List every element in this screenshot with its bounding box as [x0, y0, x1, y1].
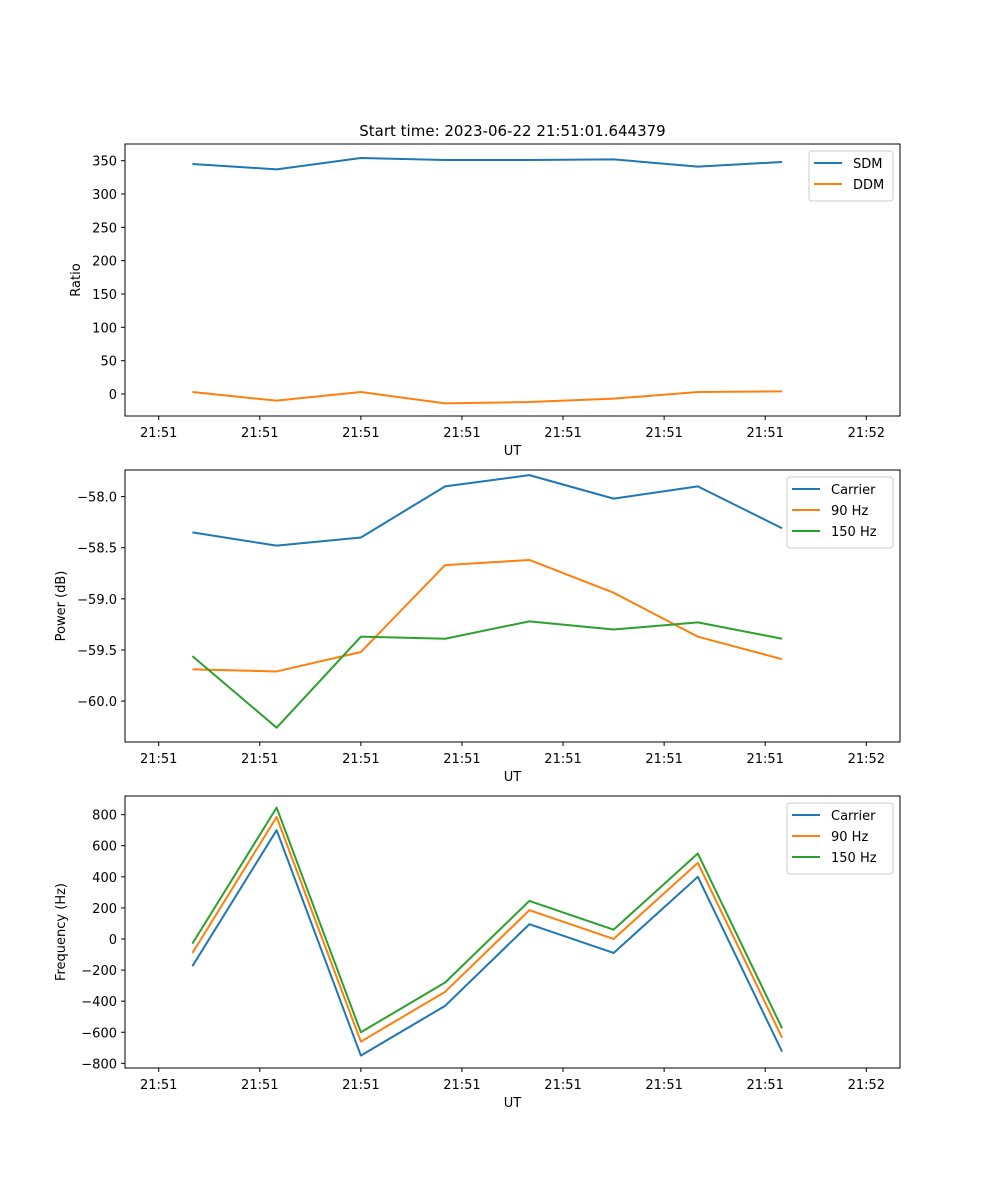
y-tick-label: 0 — [109, 933, 117, 948]
legend-label: Carrier — [831, 809, 876, 824]
x-tick-label: 21:51 — [746, 1078, 783, 1093]
y-tick-label: 150 — [92, 288, 117, 303]
x-tick-label: 21:51 — [645, 752, 682, 767]
y-tick-label: −200 — [81, 964, 117, 979]
axes-frame — [124, 795, 901, 1069]
legend-label: Carrier — [831, 483, 876, 498]
y-tick-label: 400 — [92, 871, 117, 886]
series-line-90-hz — [192, 558, 783, 673]
x-tick-label: 21:51 — [241, 426, 278, 441]
series-line-150-hz — [191, 806, 783, 1034]
x-tick-label: 21:51 — [241, 1078, 278, 1093]
x-axis-label: UT — [504, 444, 522, 459]
x-tick-label: 21:52 — [848, 752, 885, 767]
y-tick-label: −58.5 — [77, 542, 117, 557]
x-tick-label: 21:51 — [645, 1078, 682, 1093]
legend-label: 90 Hz — [831, 830, 868, 845]
x-tick-label: 21:51 — [342, 426, 379, 441]
x-tick-label: 21:51 — [443, 426, 480, 441]
x-tick-label: 21:51 — [140, 1078, 177, 1093]
frequency-subplot: 21:51 21:51 21:51 21:51 21:51 21:51 21:51 21:52… — [54, 795, 901, 1111]
y-tick-label: −60.0 — [77, 695, 117, 710]
y-tick-label: −800 — [81, 1057, 117, 1072]
x-tick-label: 21:51 — [746, 426, 783, 441]
y-tick-label: 300 — [92, 188, 117, 203]
x-tick-label: 21:51 — [140, 426, 177, 441]
x-tick-label: 21:51 — [544, 426, 581, 441]
ratio-subplot: 21:51 21:51 21:51 21:51 21:51 21:51 21:51 21:52… — [69, 143, 901, 459]
x-tick-label: 21:51 — [342, 1078, 379, 1093]
x-axis-label: UT — [504, 770, 522, 785]
x-tick-label: 21:51 — [443, 752, 480, 767]
y-tick-label: −59.5 — [77, 644, 117, 659]
y-tick-label: −400 — [81, 995, 117, 1010]
legend-label: SDM — [853, 157, 882, 172]
y-tick-label: 200 — [92, 902, 117, 917]
y-axis-label: Ratio — [69, 263, 84, 296]
y-tick-label: −58.0 — [77, 491, 117, 506]
x-tick-label: 21:51 — [544, 1078, 581, 1093]
x-tick-label: 21:51 — [544, 752, 581, 767]
y-tick-label: 100 — [92, 321, 117, 336]
series-line-carrier — [192, 474, 783, 547]
series-line-90-hz — [191, 815, 783, 1043]
power-subplot: 21:51 21:51 21:51 21:51 21:51 21:51 21:51 21:52… — [54, 469, 901, 785]
legend: Carrier 90 Hz 150 Hz — [786, 476, 894, 549]
series-line-ddm — [192, 390, 783, 405]
x-tick-label: 21:51 — [140, 752, 177, 767]
axes-frame — [124, 469, 901, 743]
series-line-carrier — [191, 829, 783, 1057]
legend-label: 90 Hz — [831, 504, 868, 519]
y-tick-label: 0 — [109, 388, 117, 403]
y-tick-label: −59.0 — [77, 593, 117, 608]
figure-title: Start time: 2023-06-22 21:51:01.644379 — [359, 122, 665, 140]
y-axis-label: Frequency (Hz) — [54, 883, 69, 981]
x-tick-label: 21:51 — [241, 752, 278, 767]
x-tick-label: 21:51 — [746, 752, 783, 767]
x-tick-label: 21:52 — [848, 1078, 885, 1093]
legend-label: DDM — [853, 178, 884, 193]
x-tick-label: 21:52 — [848, 426, 885, 441]
legend: Carrier 90 Hz 150 Hz — [786, 802, 894, 875]
series-line-150-hz — [191, 620, 783, 729]
legend: SDM DDM — [808, 150, 894, 202]
series-line-sdm — [192, 157, 783, 171]
y-tick-label: 350 — [92, 155, 117, 170]
legend-label: 150 Hz — [831, 525, 877, 540]
x-axis-label: UT — [504, 1096, 522, 1111]
x-tick-label: 21:51 — [645, 426, 682, 441]
x-tick-label: 21:51 — [342, 752, 379, 767]
y-tick-label: 200 — [92, 255, 117, 270]
y-tick-label: −600 — [81, 1026, 117, 1041]
y-tick-label: 50 — [100, 355, 117, 370]
x-tick-label: 21:51 — [443, 1078, 480, 1093]
y-tick-label: 800 — [92, 809, 117, 824]
y-tick-label: 250 — [92, 221, 117, 236]
y-tick-label: 600 — [92, 840, 117, 855]
legend-label: 150 Hz — [831, 851, 877, 866]
axes-frame — [124, 143, 901, 417]
y-axis-label: Power (dB) — [54, 571, 69, 642]
